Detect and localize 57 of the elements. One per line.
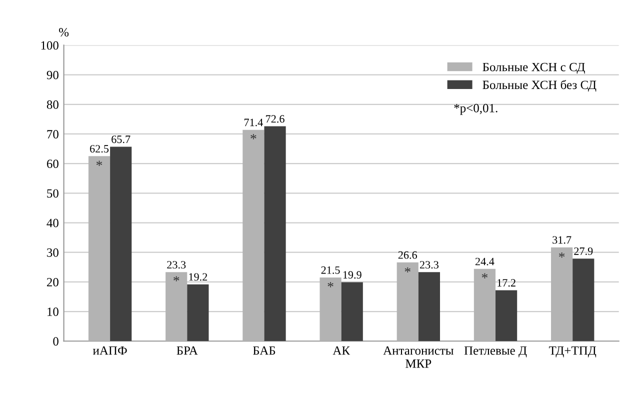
data-label: 71.4 <box>244 118 263 126</box>
x-tick-label: Петлевые Д <box>464 346 527 358</box>
data-label: 17.2 <box>498 279 516 287</box>
bar <box>187 284 209 342</box>
annotation: *p<0,01. <box>454 104 498 115</box>
bar <box>242 130 264 342</box>
bar <box>396 262 418 342</box>
data-label: 19.9 <box>343 271 362 279</box>
legend-label: Больные ХСН с СД <box>482 62 585 74</box>
annotation: * <box>328 282 334 288</box>
y-tick-label: 60 <box>46 160 58 168</box>
annotation: * <box>482 273 488 278</box>
y-tick-label: 20 <box>46 278 58 286</box>
y-tick-label: 50 <box>47 189 58 198</box>
annotation: * <box>559 252 565 258</box>
x-tick-label: иАПФ <box>92 346 127 355</box>
bar <box>572 258 594 342</box>
bar <box>418 272 440 342</box>
y-tick-label: 0 <box>53 337 58 346</box>
annotation: * <box>404 267 410 272</box>
y-tick-label: 70 <box>47 130 58 138</box>
data-label: 23.3 <box>167 261 186 269</box>
data-label: 23.3 <box>420 261 439 269</box>
data-label: 21.5 <box>321 266 340 274</box>
data-label: 24.4 <box>475 258 494 266</box>
bar <box>551 247 573 342</box>
annotation: * <box>174 276 180 282</box>
y-tick-label: 80 <box>46 100 58 109</box>
x-tick-label: БРА <box>176 346 198 355</box>
data-label: 31.7 <box>552 236 572 244</box>
bar <box>341 282 363 342</box>
y-tick-label: 100 <box>41 41 58 50</box>
data-label: 27.9 <box>574 247 593 255</box>
annotation: * <box>96 160 102 166</box>
bar <box>110 146 132 342</box>
x-tick-label: Антагонисты МКР <box>383 346 454 368</box>
data-label: 26.6 <box>398 251 418 259</box>
x-tick-label: АК <box>332 346 350 355</box>
data-label: 62.5 <box>90 145 109 153</box>
data-label: 72.6 <box>266 115 284 123</box>
annotation: * <box>250 134 256 140</box>
y-axis-title: % <box>59 28 69 36</box>
legend-label: Больные ХСН без СД <box>482 80 596 92</box>
data-label: 19.2 <box>189 273 208 281</box>
bar <box>264 126 286 342</box>
bar <box>474 268 496 342</box>
data-label: 65.7 <box>112 136 130 144</box>
bar <box>496 290 518 342</box>
y-tick-label: 30 <box>47 248 58 257</box>
y-tick-label: 90 <box>46 70 58 80</box>
y-tick-label: 40 <box>46 218 58 228</box>
y-tick-label: 10 <box>48 308 58 316</box>
bar <box>320 278 342 342</box>
x-tick-label: ТД+ТПД <box>549 346 596 358</box>
bar <box>166 272 188 342</box>
bar <box>88 156 110 342</box>
x-tick-label: БАБ <box>252 346 276 355</box>
